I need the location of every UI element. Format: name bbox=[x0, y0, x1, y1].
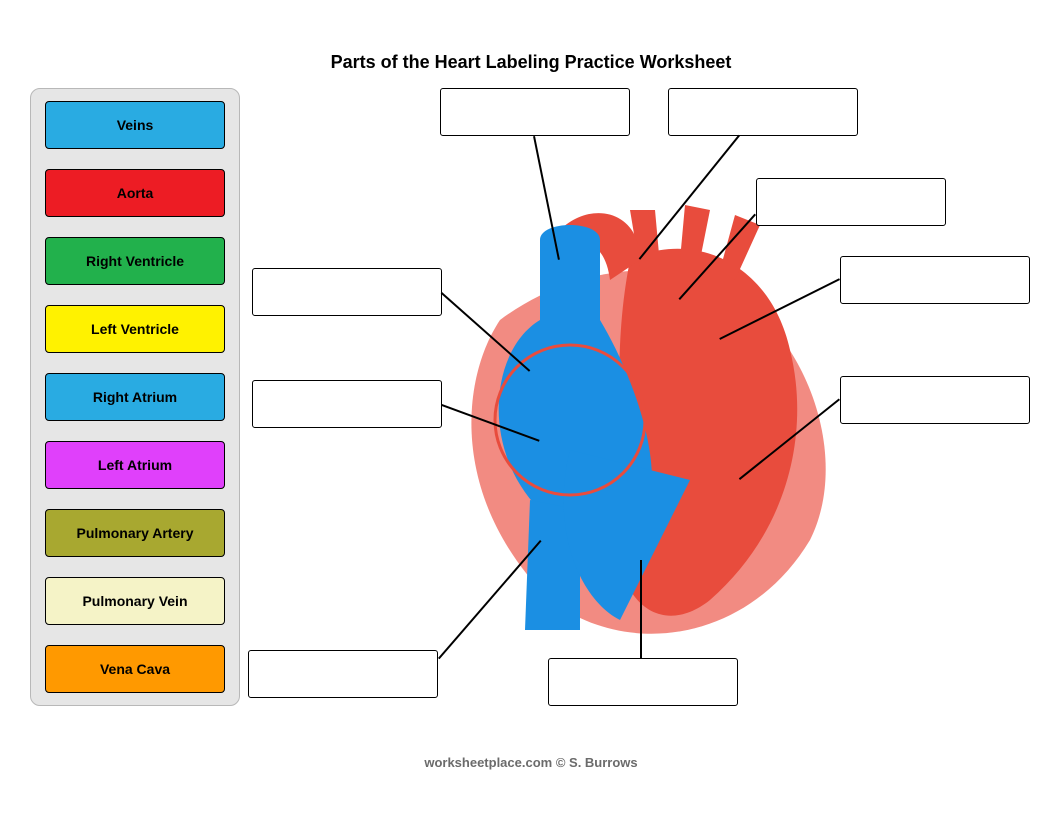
answer-blank[interactable] bbox=[668, 88, 858, 136]
footer-credit: worksheetplace.com © S. Burrows bbox=[0, 755, 1062, 770]
legend-item[interactable]: Left Atrium bbox=[45, 441, 225, 489]
answer-blank[interactable] bbox=[840, 376, 1030, 424]
answer-blank[interactable] bbox=[440, 88, 630, 136]
answer-blank[interactable] bbox=[840, 256, 1030, 304]
word-bank: Veins Aorta Right Ventricle Left Ventric… bbox=[30, 88, 240, 706]
answer-blank[interactable] bbox=[248, 650, 438, 698]
answer-blank[interactable] bbox=[756, 178, 946, 226]
leader-line bbox=[640, 560, 642, 658]
legend-item[interactable]: Pulmonary Artery bbox=[45, 509, 225, 557]
legend-item[interactable]: Right Ventricle bbox=[45, 237, 225, 285]
page-title: Parts of the Heart Labeling Practice Wor… bbox=[0, 52, 1062, 73]
legend-item[interactable]: Pulmonary Vein bbox=[45, 577, 225, 625]
legend-item[interactable]: Right Atrium bbox=[45, 373, 225, 421]
legend-item[interactable]: Aorta bbox=[45, 169, 225, 217]
legend-item[interactable]: Left Ventricle bbox=[45, 305, 225, 353]
legend-item[interactable]: Vena Cava bbox=[45, 645, 225, 693]
legend-item[interactable]: Veins bbox=[45, 101, 225, 149]
answer-blank[interactable] bbox=[252, 380, 442, 428]
answer-blank[interactable] bbox=[252, 268, 442, 316]
answer-blank[interactable] bbox=[548, 658, 738, 706]
